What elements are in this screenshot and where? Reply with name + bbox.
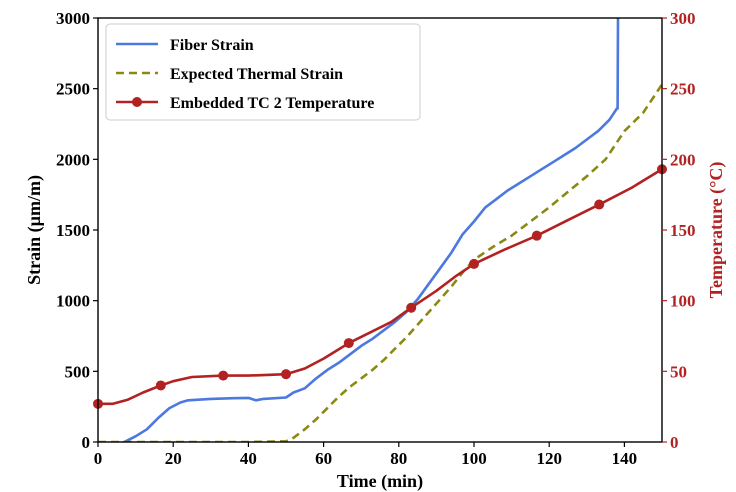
left-y-tick-label: 1000 bbox=[56, 292, 90, 311]
right-y-tick-label: 250 bbox=[670, 80, 696, 99]
x-tick-label: 0 bbox=[94, 449, 103, 468]
x-tick-label: 40 bbox=[240, 449, 257, 468]
x-tick-label: 100 bbox=[461, 449, 487, 468]
x-tick-label: 140 bbox=[612, 449, 638, 468]
right-y-tick-label: 100 bbox=[670, 292, 696, 311]
x-tick-label: 60 bbox=[315, 449, 332, 468]
x-axis-ticks: 0 20 40 60 80 100 120 140 bbox=[94, 442, 637, 468]
legend: Fiber Strain Expected Thermal Strain Emb… bbox=[105, 23, 421, 121]
left-y-tick-label: 2500 bbox=[56, 80, 90, 99]
right-y-axis-title: Temperature (°C) bbox=[706, 162, 727, 299]
x-tick-label: 20 bbox=[165, 449, 182, 468]
legend-box bbox=[105, 23, 421, 121]
right-y-axis-ticks: 0 50 100 150 200 250 300 bbox=[662, 9, 696, 452]
series-marker-embedded-tc-2-temperature bbox=[343, 338, 354, 349]
left-y-tick-label: 0 bbox=[82, 433, 91, 452]
right-y-tick-label: 50 bbox=[670, 362, 687, 381]
right-y-tick-label: 200 bbox=[670, 150, 696, 169]
series-line-fiber-strain bbox=[120, 18, 620, 442]
left-y-axis-title: Strain (µm/m) bbox=[24, 175, 45, 285]
series-marker-embedded-tc-2-temperature bbox=[594, 199, 605, 210]
series-marker-embedded-tc-2-temperature bbox=[218, 370, 229, 381]
series-marker-embedded-tc-2-temperature bbox=[281, 369, 291, 380]
series-marker-embedded-tc-2-temperature bbox=[406, 302, 417, 313]
series-marker-embedded-tc-2-temperature bbox=[469, 258, 479, 269]
series-marker-embedded-tc-2-temperature bbox=[155, 380, 166, 391]
series-marker-embedded-tc-2-temperature bbox=[531, 230, 542, 241]
plot-lines bbox=[93, 18, 667, 442]
legend-label-tc2-temperature: Embedded TC 2 Temperature bbox=[170, 95, 374, 112]
legend-label-expected-thermal-strain: Expected Thermal Strain bbox=[170, 66, 343, 83]
right-y-tick-label: 150 bbox=[670, 221, 696, 240]
right-y-tick-label: 0 bbox=[670, 433, 679, 452]
legend-label-fiber-strain: Fiber Strain bbox=[170, 37, 254, 54]
series-line-expected-thermal-strain bbox=[98, 83, 662, 442]
x-tick-label: 120 bbox=[536, 449, 562, 468]
left-y-tick-label: 2000 bbox=[56, 150, 90, 169]
right-y-tick-label: 300 bbox=[670, 9, 696, 28]
left-y-axis-ticks: 0 500 1000 1500 2000 2500 3000 bbox=[56, 9, 98, 452]
legend-marker-tc2-temperature bbox=[132, 97, 142, 107]
x-tick-label: 80 bbox=[390, 449, 407, 468]
left-y-tick-label: 3000 bbox=[56, 9, 90, 28]
x-axis-title: Time (min) bbox=[337, 471, 423, 492]
left-y-tick-label: 500 bbox=[65, 362, 91, 381]
series-line-embedded-tc-2-temperature bbox=[98, 167, 662, 406]
left-y-tick-label: 1500 bbox=[56, 221, 90, 240]
